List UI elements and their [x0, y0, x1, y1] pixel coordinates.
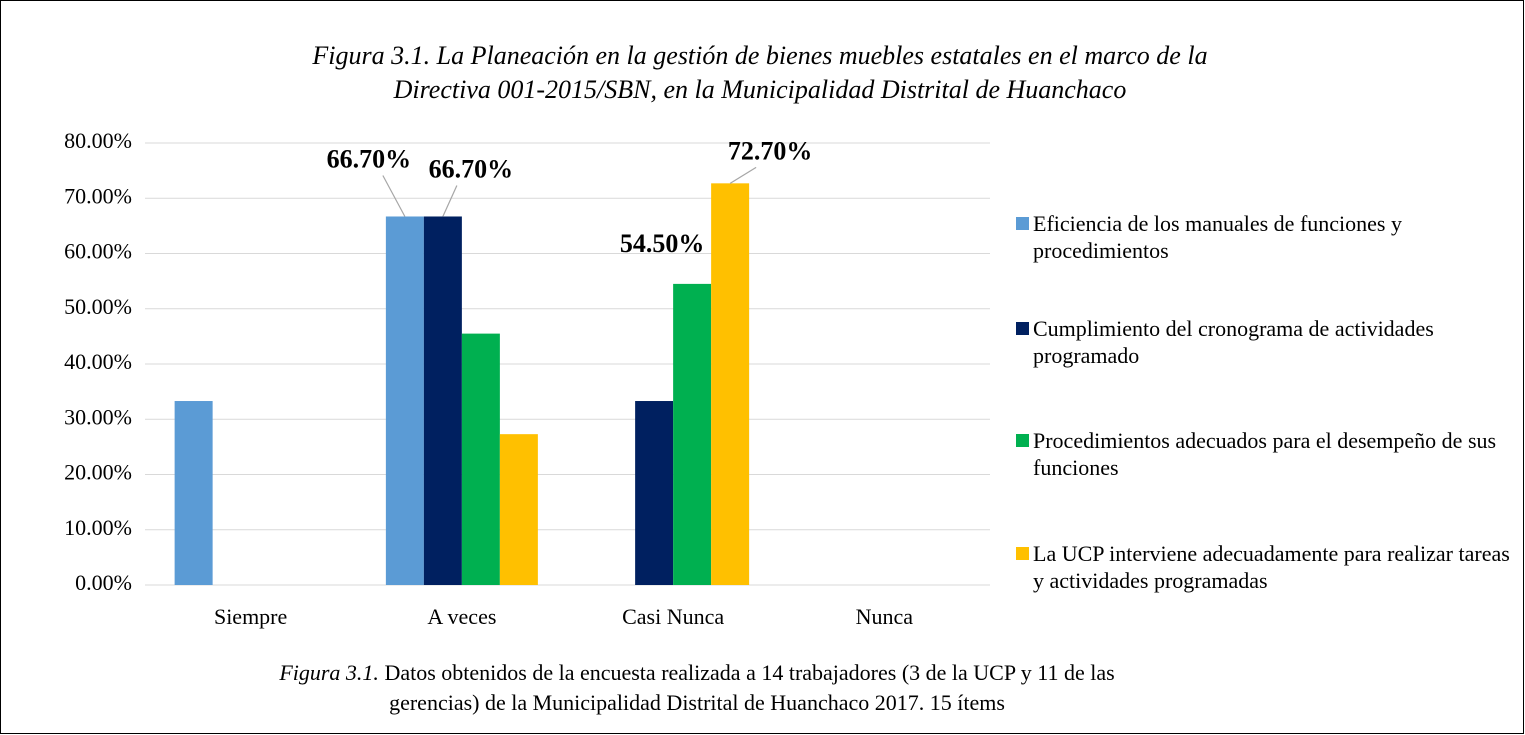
data-label: 54.50% — [620, 229, 705, 258]
legend-entry: La UCP interviene adecuadamente para rea… — [1016, 540, 1511, 594]
y-tick-label: 60.00% — [64, 239, 132, 264]
bar — [461, 333, 500, 585]
bar — [174, 401, 213, 585]
caption: Figura 3.1. Datos obtenidos de la encues… — [278, 660, 1114, 685]
bar — [499, 434, 538, 585]
chart-title: Directiva 001-2015/SBN, en la Municipali… — [393, 75, 1127, 104]
x-tick-label: Casi Nunca — [622, 604, 724, 629]
y-tick-label: 20.00% — [64, 460, 132, 485]
legend-swatch — [1016, 322, 1029, 335]
legend-swatch — [1016, 434, 1029, 447]
legend-entry: Cumplimiento del cronograma de actividad… — [1016, 315, 1511, 369]
legend-label: Eficiencia de los manuales de funciones … — [1033, 211, 1402, 263]
bar — [385, 216, 424, 586]
chart-title: Figura 3.1. La Planeación en la gestión … — [311, 41, 1207, 70]
caption-label: Figura 3.1. — [278, 660, 379, 685]
legend-entry: Eficiencia de los manuales de funciones … — [1016, 210, 1511, 264]
data-label: 66.70% — [429, 154, 514, 183]
data-label: 72.70% — [728, 136, 813, 165]
caption-text: gerencias) de la Municipalidad Distrital… — [389, 690, 1005, 715]
x-tick-label: Nunca — [856, 604, 914, 629]
bar — [711, 183, 750, 585]
y-tick-label: 80.00% — [64, 128, 132, 153]
y-tick-label: 70.00% — [64, 183, 132, 208]
caption-text: Datos obtenidos de la encuesta realizada… — [384, 660, 1114, 685]
y-tick-label: 30.00% — [64, 404, 132, 429]
bar — [673, 283, 712, 585]
legend-label: Procedimientos adecuados para el desempe… — [1033, 428, 1497, 480]
y-tick-label: 0.00% — [75, 570, 132, 595]
legend-swatch — [1016, 217, 1029, 230]
legend-entry: Procedimientos adecuados para el desempe… — [1016, 427, 1511, 481]
leader-line — [382, 175, 406, 217]
leader-line — [442, 185, 458, 217]
bar — [423, 216, 462, 586]
data-label: 66.70% — [327, 144, 412, 173]
leader-line — [729, 166, 757, 184]
bar — [635, 401, 674, 585]
y-tick-label: 50.00% — [64, 294, 132, 319]
legend-label: Cumplimiento del cronograma de actividad… — [1033, 316, 1434, 368]
y-tick-label: 10.00% — [64, 515, 132, 540]
legend-label: La UCP interviene adecuadamente para rea… — [1033, 541, 1510, 593]
y-tick-label: 40.00% — [64, 349, 132, 374]
x-tick-label: Siempre — [214, 604, 287, 629]
x-tick-label: A veces — [427, 604, 496, 629]
legend-swatch — [1016, 547, 1029, 560]
